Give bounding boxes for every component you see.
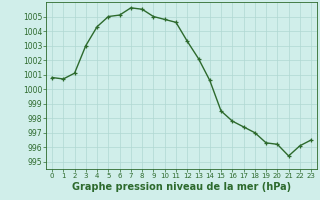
X-axis label: Graphe pression niveau de la mer (hPa): Graphe pression niveau de la mer (hPa): [72, 182, 291, 192]
